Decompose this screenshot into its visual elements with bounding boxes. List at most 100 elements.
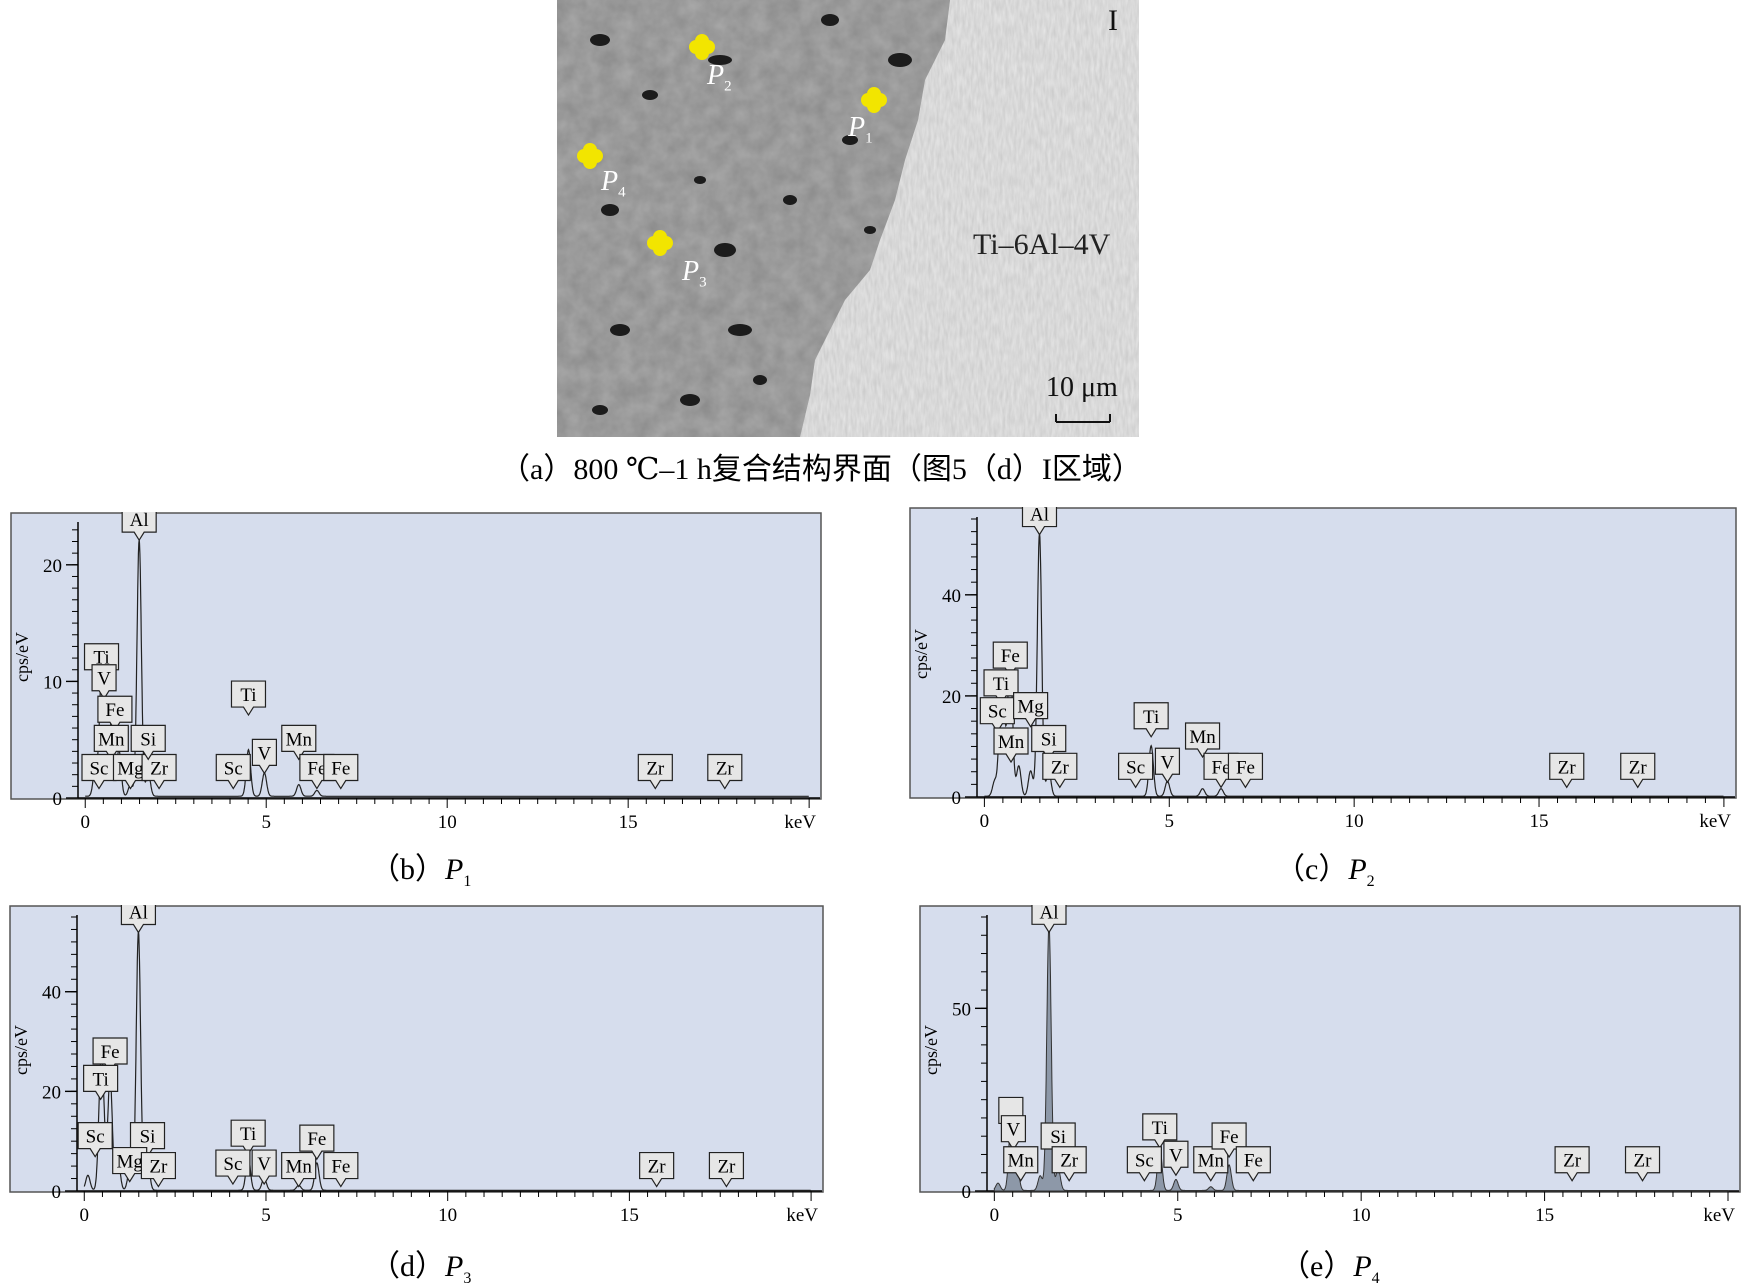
element-label-text: Sc xyxy=(1126,757,1145,778)
point-marker-p4 xyxy=(576,142,604,175)
element-label-box xyxy=(141,753,177,790)
element-label-text: Fe xyxy=(1236,757,1255,778)
element-label: V xyxy=(1154,747,1181,784)
element-label: Fe xyxy=(323,1151,359,1188)
spectrum-line xyxy=(984,533,1724,797)
element-label: Ti xyxy=(983,669,1019,706)
element-label-text: Zr xyxy=(717,1157,736,1178)
element-label-text: Si xyxy=(140,1127,156,1148)
alloy-label: Ti–6Al–4V xyxy=(973,228,1111,261)
element-label-box xyxy=(215,753,251,790)
point-label-p4: P4 xyxy=(601,166,626,201)
y-tick-label: 0 xyxy=(962,1182,972,1203)
element-label: V xyxy=(251,738,278,775)
element-label: Si xyxy=(1031,724,1067,761)
element-label: Mn xyxy=(281,1151,317,1188)
element-label: Fe xyxy=(92,1037,128,1074)
element-label-text: Fe xyxy=(105,700,124,721)
element-label-text: V xyxy=(1169,1145,1183,1166)
element-label-box xyxy=(1163,1140,1189,1177)
element-label-text: Al xyxy=(1030,507,1049,526)
element-label-box xyxy=(1003,1146,1039,1182)
caption-e: （e）P4 xyxy=(1280,1250,1380,1287)
element-label-box xyxy=(1620,752,1656,789)
element-label-box xyxy=(112,1146,148,1183)
element-label: Zr xyxy=(1554,1146,1590,1182)
element-label-text: Ti xyxy=(1143,707,1159,728)
element-label-text: Zr xyxy=(716,759,735,780)
element-label: Sc xyxy=(81,753,117,790)
y-tick-label: 20 xyxy=(942,687,961,708)
element-label: Sc xyxy=(77,1122,113,1158)
spectrum-chart-c: 0 5 10 15 keV 0 20 40 cps/eV Al Fe Ti Sc Mg Mn Si Zr Ti Sc… xyxy=(909,507,1737,832)
element-label: Zr xyxy=(639,1151,675,1188)
element-label-text: Fe xyxy=(101,1042,120,1063)
x-tick-label: 15 xyxy=(1530,811,1549,832)
element-label-box xyxy=(1549,752,1585,789)
scale-bar-label: 10 μm xyxy=(1046,372,1118,403)
element-label-box xyxy=(1624,1146,1661,1182)
element-label: Sc xyxy=(215,1149,251,1186)
element-label-text: Fe xyxy=(1001,646,1020,667)
x-tick-label: 5 xyxy=(261,812,271,833)
element-label: Zr xyxy=(141,753,177,790)
element-label-text: Ti xyxy=(993,674,1009,695)
element-label-box xyxy=(77,1122,113,1158)
element-label-box xyxy=(1554,1146,1590,1182)
y-axis-label: cps/eV xyxy=(11,1025,31,1075)
caption-a: （a）800 ℃–1 h复合结构界面（图5（d）I区域） xyxy=(500,453,1142,486)
element-label-text: Al xyxy=(1039,905,1058,923)
element-label-text: Si xyxy=(1050,1127,1066,1148)
element-label-text: Ti xyxy=(1152,1118,1168,1139)
element-label-text: Fe xyxy=(331,759,350,780)
element-label-box xyxy=(130,724,166,761)
element-label-text: Mn xyxy=(1198,1151,1225,1172)
element-label-text: Si xyxy=(140,729,156,750)
element-label: Sc xyxy=(215,753,251,790)
region-label: I xyxy=(1108,4,1118,37)
element-label-text: Sc xyxy=(223,1154,242,1175)
x-tick-label: 10 xyxy=(1352,1205,1371,1226)
element-label-text: Fe xyxy=(307,759,326,780)
element-label: Mn xyxy=(281,724,317,761)
element-label-text: Mg xyxy=(1017,697,1044,718)
x-tick-label: 15 xyxy=(619,812,638,833)
element-label-box xyxy=(1154,747,1181,784)
y-tick-label: 20 xyxy=(43,556,62,577)
element-label-text: Ti xyxy=(93,1069,109,1090)
element-label-box xyxy=(1227,752,1264,789)
y-tick-label: 10 xyxy=(43,672,62,693)
x-tick-label: 0 xyxy=(80,812,90,833)
element-label-box xyxy=(91,664,117,700)
element-label-box xyxy=(993,727,1029,764)
element-label-text: V xyxy=(97,669,111,690)
element-label: Ti xyxy=(1133,702,1169,738)
point-label-p1: P1 xyxy=(848,112,873,147)
element-label-text: Sc xyxy=(224,759,243,780)
element-label-box xyxy=(707,753,743,790)
y-axis-label: cps/eV xyxy=(911,629,931,679)
element-label-text: Mg xyxy=(116,1152,143,1173)
element-label-box xyxy=(708,1151,745,1188)
element-label: Mn xyxy=(93,724,129,761)
element-label: V xyxy=(1000,1115,1027,1151)
element-label: Al xyxy=(120,905,157,934)
element-label-box xyxy=(323,1151,359,1188)
point-marker-p2 xyxy=(688,33,716,66)
point-marker-p3 xyxy=(646,229,674,262)
element-label-box xyxy=(230,1119,266,1156)
element-label: V xyxy=(251,1149,277,1186)
element-label: Mn xyxy=(1003,1146,1039,1182)
element-label: Zr xyxy=(637,753,673,790)
element-label-box xyxy=(323,753,359,790)
element-label-text: Zr xyxy=(1634,1151,1653,1172)
x-axis-label: keV xyxy=(786,1205,818,1226)
element-label-text: Fe xyxy=(307,1129,326,1150)
element-label-box xyxy=(1133,702,1169,738)
element-label: Mg xyxy=(112,753,149,790)
caption-b: （b）P1 xyxy=(370,853,472,890)
element-label: Zr xyxy=(140,1151,177,1188)
x-axis-label: keV xyxy=(1699,811,1731,832)
element-label-box xyxy=(1142,1113,1178,1149)
